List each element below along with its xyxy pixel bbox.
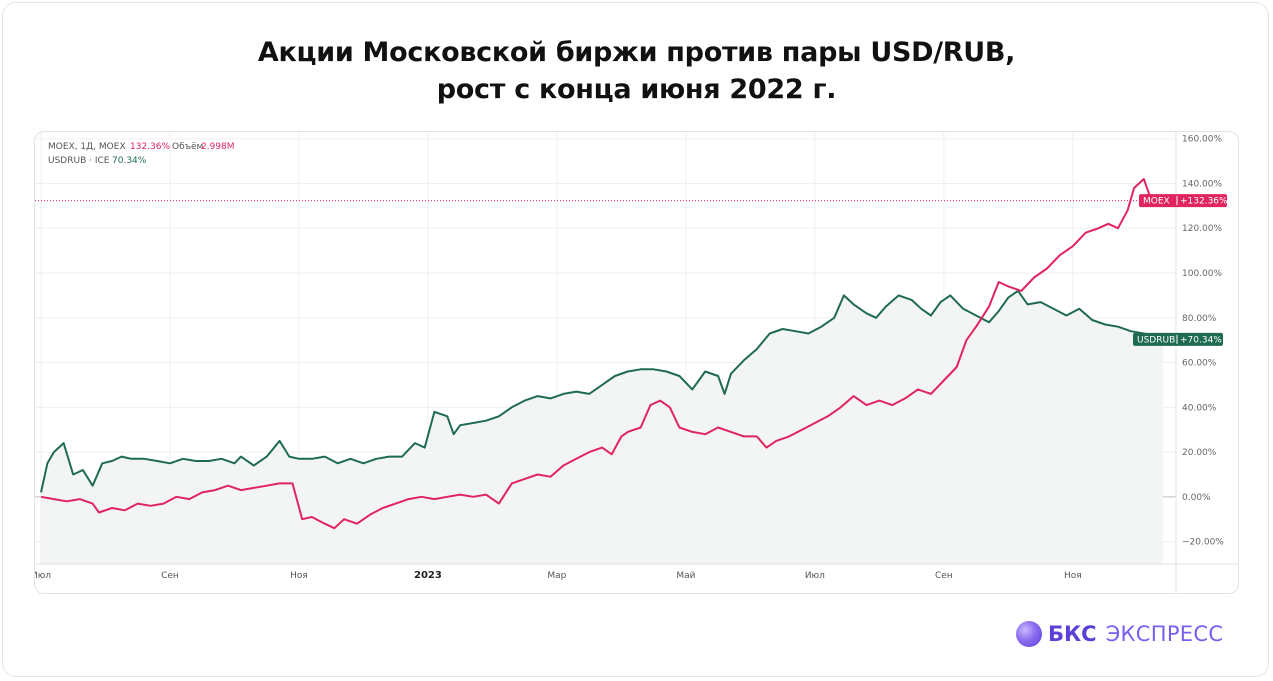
legend-usdrub-prefix: USDRUB · ICE <box>48 156 110 166</box>
usdrub-tag-background <box>1133 332 1223 346</box>
x-tick-label: Июл <box>805 571 825 581</box>
x-tick-label: Май <box>676 571 695 581</box>
x-tick-label: Ноя <box>1064 571 1082 581</box>
y-tick-label: 0.00% <box>1182 493 1211 503</box>
chart-container[interactable]: −20.00% 0.00% 20.00% 40.00% 60.00% 80.00% 100.… <box>34 131 1239 594</box>
legend-volume-value: 2.998M <box>201 142 235 152</box>
brand-logo-group[interactable]: БКС ЭКСПРЕСС <box>1016 620 1223 648</box>
y-tick-label: 100.00% <box>1182 269 1222 279</box>
usdrub-tag-value: +70.34% <box>1180 335 1222 345</box>
legend-moex-prefix: MOEX, 1Д, MOEX <box>48 142 126 152</box>
x-tick-label: Сен <box>935 571 953 581</box>
x-tick-label: Сен <box>161 571 179 581</box>
y-tick-label: 40.00% <box>1182 403 1217 413</box>
y-tick-label: 20.00% <box>1182 448 1217 458</box>
y-tick-label: 140.00% <box>1182 179 1222 189</box>
usdrub-tag-name: USDRUB <box>1137 335 1175 345</box>
brand-name-regular: ЭКСПРЕСС <box>1105 622 1224 646</box>
chart-title-line-2: рост с конца июня 2022 г. <box>436 74 837 105</box>
x-tick-label: Мар <box>547 571 566 581</box>
x-tick-label: Июл <box>35 571 51 581</box>
legend: MOEX, 1Д, MOEX 132.36% Объём 2.998M USDR… <box>48 142 235 166</box>
usdrub-line <box>40 289 1164 493</box>
y-tick-label: 60.00% <box>1182 359 1217 369</box>
x-tick-label: Ноя <box>290 571 308 581</box>
moex-tag-value: +132.36% <box>1180 197 1228 207</box>
moex-line <box>40 178 1164 530</box>
brand-name-bold: БКС <box>1048 622 1097 646</box>
legend-volume-label: Объём <box>172 142 203 152</box>
y-tick-label: −20.00% <box>1182 538 1224 548</box>
legend-usdrub-value: 70.34% <box>112 156 147 166</box>
bks-logo-icon <box>1016 621 1042 647</box>
x-tick-label: 2023 <box>414 570 442 581</box>
moex-tag-background <box>1139 194 1227 208</box>
moex-tag-name: MOEX <box>1143 197 1170 207</box>
legend-moex-value: 132.36% <box>130 142 170 152</box>
usdrub-area-fill <box>41 290 1164 564</box>
chart-svg[interactable]: −20.00% 0.00% 20.00% 40.00% 60.00% 80.00% 100.… <box>35 132 1239 594</box>
axis-layer: −20.00% 0.00% 20.00% 40.00% 60.00% 80.00% 100.… <box>35 132 1238 593</box>
usdrub-price-tag: USDRUB +70.34% <box>1133 332 1223 346</box>
y-tick-label: 120.00% <box>1182 224 1222 234</box>
y-tick-label: 160.00% <box>1182 135 1222 145</box>
chart-title-line-1: Акции Московской биржи против пары USD/R… <box>257 37 1016 68</box>
y-tick-label: 80.00% <box>1182 314 1217 324</box>
moex-price-tag: MOEX +132.36% <box>1139 194 1228 208</box>
